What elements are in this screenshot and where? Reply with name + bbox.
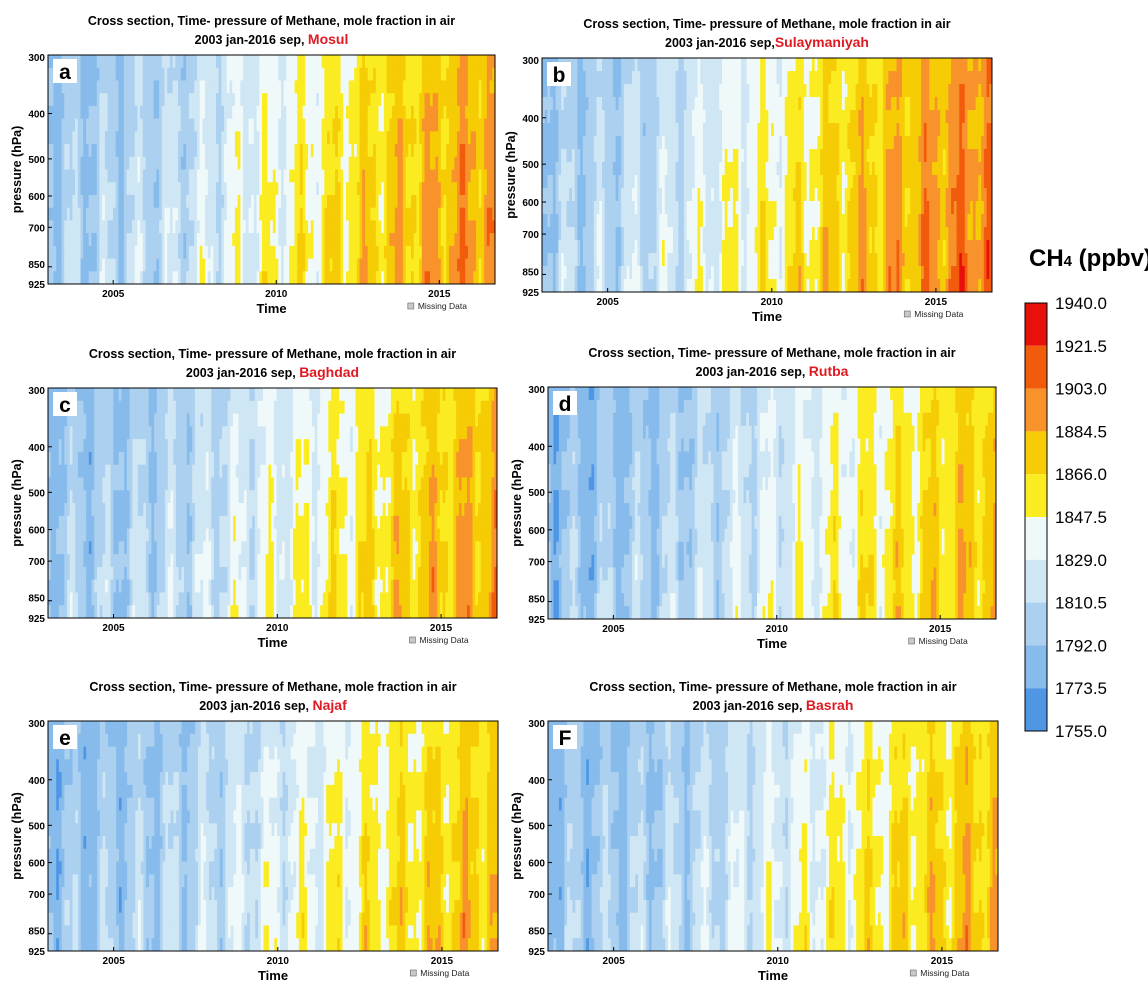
y-tick-label: 600 <box>28 192 45 203</box>
y-tick-label: 500 <box>28 155 45 166</box>
y-tick-label: 850 <box>28 260 45 271</box>
panel-subtitle: 2003 jan-2016 sep, Mosul <box>195 31 349 47</box>
y-tick-label: 925 <box>28 280 45 291</box>
x-tick-label: 2005 <box>102 289 125 300</box>
panel-label: a <box>53 59 77 84</box>
y-tick-label: 400 <box>28 110 45 121</box>
x-tick-label: 2015 <box>428 289 451 300</box>
y-tick-label: 300 <box>28 53 45 64</box>
x-tick-label: 2010 <box>265 289 288 300</box>
panel-title: Cross section, Time- pressure of Methane… <box>88 14 455 28</box>
panel-location: Mosul <box>308 31 348 47</box>
x-axis-label: Time <box>256 301 286 316</box>
missing-data-swatch <box>408 303 414 309</box>
heatmap-cells <box>48 55 496 285</box>
panel-subtitle-period: 2003 jan-2016 sep, <box>195 33 308 47</box>
y-tick-label: 700 <box>28 223 45 234</box>
heatmap-cells <box>542 58 993 293</box>
y-axis-label: pressure (hPa) <box>10 126 24 214</box>
panel-label-text: a <box>59 61 71 84</box>
missing-data-label: Missing Data <box>418 301 467 311</box>
heatmap-panel-a: a Cross section, Time- pressure of Methan… <box>10 14 496 316</box>
